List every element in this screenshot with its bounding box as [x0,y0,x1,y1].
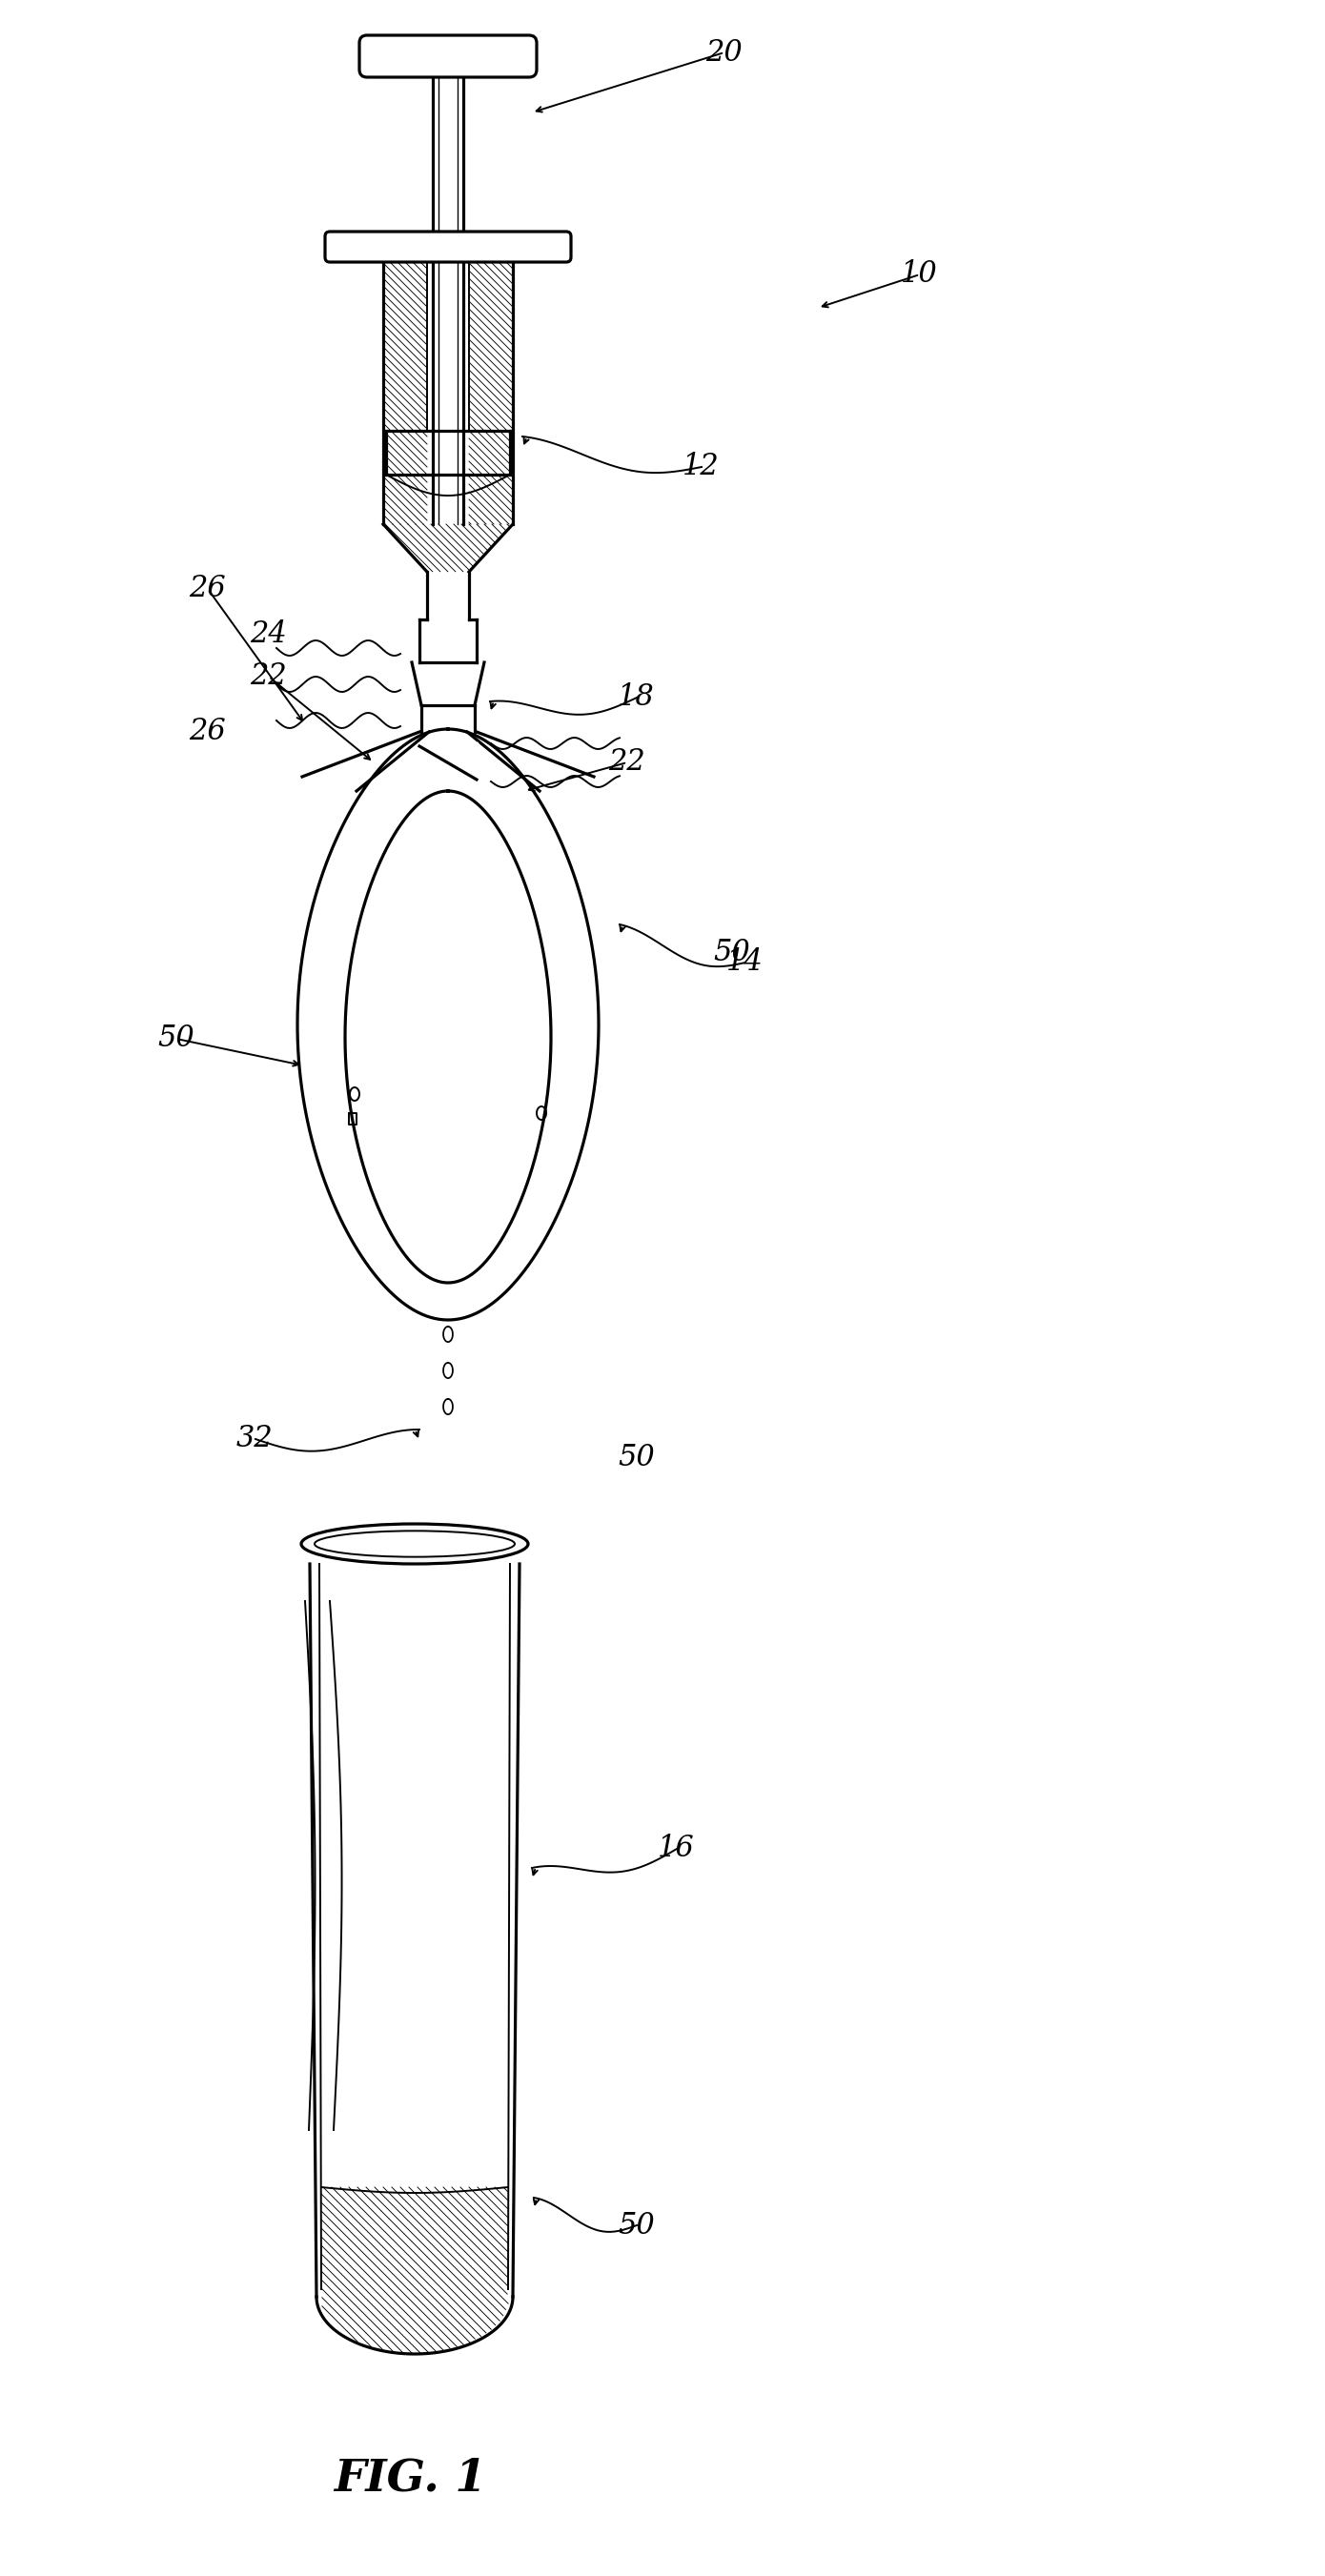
Text: 20: 20 [705,39,742,67]
Ellipse shape [314,1530,514,1556]
Text: 24: 24 [249,618,286,649]
Ellipse shape [301,1525,529,1564]
FancyBboxPatch shape [359,36,537,77]
Text: 22: 22 [608,747,645,778]
Text: 10: 10 [901,260,938,289]
Text: FIG. 1: FIG. 1 [334,2455,486,2499]
Text: 32: 32 [236,1425,273,1453]
Text: 50: 50 [617,2210,655,2241]
Text: 18: 18 [617,683,655,714]
Text: 14: 14 [726,948,763,976]
Text: 12: 12 [682,453,719,482]
Text: 26: 26 [188,716,225,747]
Text: 50: 50 [158,1025,195,1054]
FancyBboxPatch shape [325,232,571,263]
Text: 22: 22 [249,662,286,690]
Text: 50: 50 [617,1443,655,1473]
Text: 26: 26 [188,574,225,603]
Text: 50: 50 [713,938,750,969]
Text: 16: 16 [657,1834,694,1862]
